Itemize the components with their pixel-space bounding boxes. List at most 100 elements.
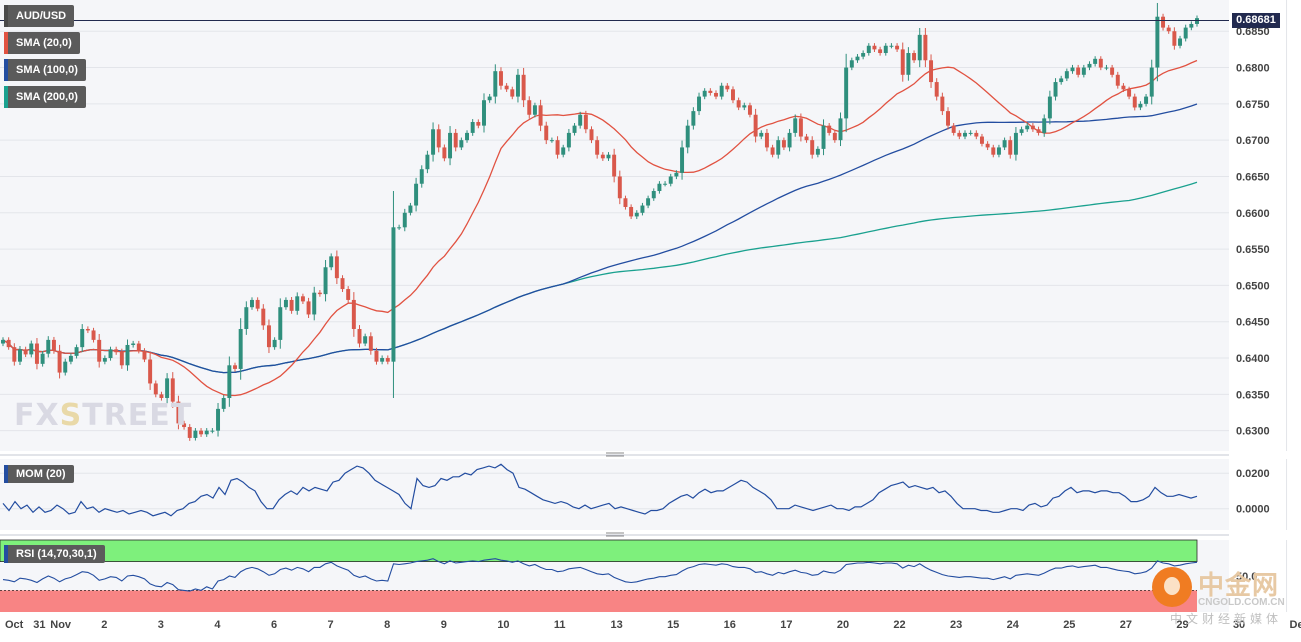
- mom-panel-background: [0, 459, 1229, 530]
- candle-body: [1093, 58, 1098, 64]
- candle-body: [153, 383, 158, 395]
- panel-resize-handle[interactable]: [606, 452, 624, 457]
- x-tick-label: 30: [1233, 619, 1245, 631]
- candle-body: [1013, 132, 1018, 155]
- candle-body: [532, 105, 537, 115]
- candle-body: [612, 154, 617, 177]
- candle-body: [414, 183, 419, 206]
- candle-body: [476, 122, 481, 126]
- candle-body: [340, 278, 345, 290]
- candle-body: [996, 147, 1001, 155]
- candle-body: [561, 147, 566, 155]
- candle-body: [1002, 140, 1007, 148]
- x-tick-label: 13: [610, 619, 622, 631]
- candle-body: [329, 256, 334, 268]
- candle-body: [736, 100, 741, 108]
- fxstreet-watermark: FXSTREET: [14, 398, 193, 433]
- cngold-logo-icon: [1152, 567, 1192, 607]
- candle-body: [74, 347, 79, 356]
- x-tick-label: 20: [837, 619, 849, 631]
- x-tick-label: 4: [214, 619, 221, 631]
- cngold-watermark: 中金网 CNGOLD.COM.CN 中文财经新媒体: [1150, 565, 1300, 637]
- candle-body: [493, 71, 498, 97]
- candle-body: [674, 172, 679, 177]
- x-tick-label: 10: [497, 619, 509, 631]
- candle-body: [719, 85, 724, 97]
- sma20-label[interactable]: SMA (20,0): [4, 32, 80, 54]
- candle-body: [600, 154, 605, 159]
- candle-body: [306, 301, 311, 315]
- candle-body: [216, 408, 221, 431]
- candle-body: [1098, 58, 1103, 68]
- candle-body: [872, 45, 877, 50]
- candle-body: [821, 125, 826, 149]
- symbol-label[interactable]: AUD/USD: [4, 5, 75, 27]
- candle-body: [351, 299, 356, 329]
- candle-body: [1121, 85, 1126, 90]
- x-tick-label: 27: [1120, 619, 1132, 631]
- x-tick-label: 23: [950, 619, 962, 631]
- candle-body: [165, 378, 170, 398]
- candle-body: [91, 330, 96, 340]
- candle-body: [419, 169, 424, 184]
- candle-body: [566, 132, 571, 148]
- candle-body: [170, 378, 175, 402]
- candle-body: [40, 353, 45, 364]
- candle-body: [380, 358, 385, 362]
- candle-body: [1087, 63, 1092, 68]
- price-tick-label: 0.6350: [1236, 389, 1270, 401]
- candle-body: [731, 89, 735, 101]
- candle-body: [176, 401, 181, 424]
- candle-body: [187, 427, 192, 438]
- mom-label[interactable]: MOM (20): [4, 465, 74, 483]
- sma200-label[interactable]: SMA (200,0): [4, 86, 86, 108]
- candle-body: [770, 147, 775, 155]
- candle-body: [1059, 78, 1064, 83]
- candle-body: [747, 105, 752, 115]
- candle-body: [85, 328, 90, 331]
- rsi-line: [2, 558, 1198, 592]
- candle-body: [1030, 125, 1035, 130]
- x-tick-label: Dec: [1290, 619, 1301, 631]
- candle-body: [663, 183, 668, 185]
- candle-body: [255, 299, 260, 309]
- candle-body: [1127, 89, 1132, 97]
- candle-body: [815, 148, 820, 155]
- price-tick-label: 0.6650: [1236, 171, 1270, 183]
- candle-body: [708, 90, 713, 93]
- candle-body: [312, 292, 317, 315]
- candle-body: [595, 140, 600, 155]
- candle-body: [334, 256, 339, 279]
- rsi-label[interactable]: RSI (14,70,30,1): [4, 545, 105, 563]
- candle-body: [640, 205, 645, 213]
- candle-body: [951, 125, 956, 133]
- candle-body: [861, 53, 866, 57]
- candle-body: [680, 147, 685, 173]
- candle-body: [855, 56, 860, 61]
- candle-body: [753, 114, 758, 137]
- candle-body: [210, 430, 215, 432]
- x-tick-label: 24: [1007, 619, 1020, 631]
- indicator-lines: [2, 463, 1198, 592]
- candle-body: [453, 132, 458, 148]
- sma100-label[interactable]: SMA (100,0): [4, 59, 86, 81]
- candle-body: [1047, 96, 1052, 119]
- candle-body: [182, 423, 187, 428]
- candle-body: [578, 114, 583, 126]
- mom-text: MOM (20): [16, 468, 66, 480]
- candle-body: [148, 359, 153, 384]
- x-tick-label: Nov: [50, 619, 72, 631]
- candle-body: [946, 111, 950, 126]
- price-tick-label: 0.6600: [1236, 208, 1270, 220]
- candle-body: [199, 430, 204, 435]
- candle-body: [1110, 67, 1115, 75]
- candle-body: [810, 140, 815, 155]
- candle-body: [470, 122, 475, 133]
- candle-body: [482, 100, 486, 126]
- candle-body: [668, 176, 673, 184]
- candle-body: [510, 89, 515, 97]
- candle-body: [515, 74, 520, 97]
- panel-resize-handle[interactable]: [606, 532, 624, 537]
- candle-body: [17, 349, 22, 362]
